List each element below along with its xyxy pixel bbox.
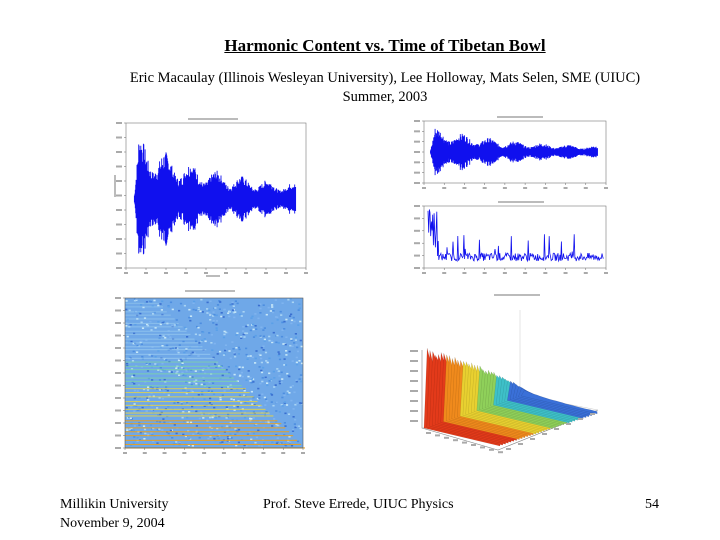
frequency-spectrum-plot [402,198,614,278]
slide-title: Harmonic Content vs. Time of Tibetan Bow… [224,36,546,55]
waveform-plot-small-svg [414,116,608,189]
frequency-spectrum-plot-svg [414,201,608,274]
surface-3d-plot-svg [410,294,599,454]
spectrum-trace [427,209,604,263]
waveform-plot-small [402,115,614,193]
authors-line: Eric Macaulay (Illinois Wesleyan Univers… [129,70,641,86]
page-number: 54 [645,497,659,512]
waveform-plot-large [112,115,317,280]
waveform-trace-small [430,128,598,176]
date-line: Summer, 2003 [342,89,428,105]
footer-date: November 9, 2004 [60,516,165,531]
slide-authors: Eric Macaulay (Illinois Wesleyan Univers… [0,69,720,107]
waveform-trace-large [133,143,297,255]
footer-org: Millikin University [60,497,169,512]
spectrogram-plot-svg [115,290,305,454]
footer-presenter: Prof. Steve Errede, UIUC Physics [263,497,454,512]
waveform-plot-large-svg [114,118,308,277]
surface-3d-plot [402,290,612,460]
spectrogram-plot [110,288,310,460]
footer-organization: Millikin University November 9, 2004 [60,495,169,533]
